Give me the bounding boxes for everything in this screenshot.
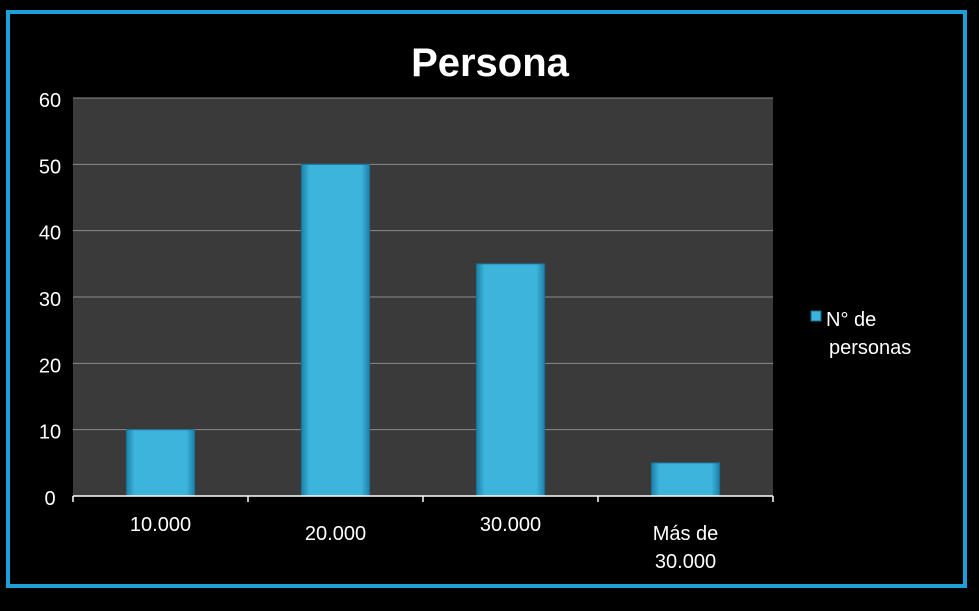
- x-tick-label: 30.000: [480, 514, 541, 536]
- legend-swatch: [810, 310, 822, 322]
- x-axis: [72, 495, 774, 502]
- x-tick-label: 10.000: [130, 514, 191, 536]
- x-tick-label: 20.000: [305, 523, 366, 545]
- y-axis-ticks: 0 10 20 30 40 50 60: [39, 90, 61, 510]
- legend: N° de personas: [810, 309, 911, 359]
- y-tick-label: 30: [39, 289, 61, 311]
- bar: [125, 429, 196, 497]
- gridlines: [73, 97, 773, 431]
- x-tick-label: Más de 30.000: [653, 523, 719, 573]
- y-tick-label: 10: [39, 422, 61, 444]
- y-tick-label: 0: [44, 488, 55, 510]
- bars: [125, 163, 721, 497]
- y-tick-label: 60: [39, 90, 61, 112]
- y-tick-label: 50: [39, 156, 61, 178]
- y-tick-label: 20: [39, 355, 61, 377]
- bar: [650, 462, 721, 497]
- chart-title: Persona: [411, 41, 570, 85]
- x-axis-ticks: 10.000 20.000 30.000 Más de 30.000: [130, 514, 718, 573]
- bar: [300, 163, 371, 497]
- bar: [475, 263, 546, 497]
- y-tick-label: 40: [39, 223, 61, 245]
- legend-label: N° de personas: [826, 309, 911, 359]
